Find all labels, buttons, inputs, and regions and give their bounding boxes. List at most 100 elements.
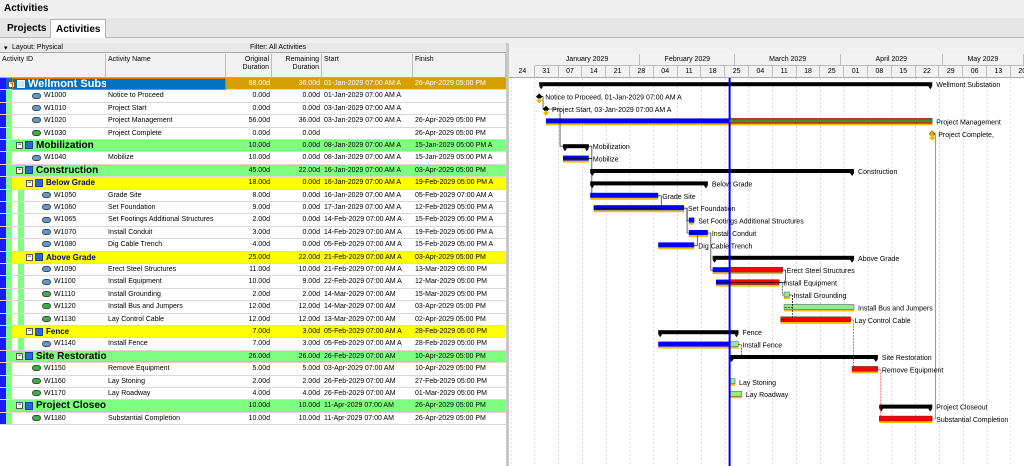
cell-finish[interactable]: 01-Mar-2029 05:00 PM <box>415 390 487 397</box>
cell-name[interactable]: Erect Steel Structures <box>108 266 177 273</box>
cell-rd[interactable]: 0.00d <box>302 216 320 224</box>
layout-label[interactable]: Layout: Physical <box>12 44 63 51</box>
cell-finish[interactable]: 12-Feb-2029 05:00 PM A <box>415 204 494 211</box>
cell-od[interactable]: 8.00d <box>252 191 270 199</box>
col-finish[interactable]: Finish <box>413 54 506 78</box>
cell-rd[interactable]: 36.00d <box>272 78 322 90</box>
cell-start[interactable]: 16-Jan-2029 07:00 AM A <box>324 191 402 199</box>
cell-od[interactable]: 2.00d <box>252 377 270 385</box>
collapse-icon[interactable]: − <box>16 402 23 410</box>
cell-od[interactable]: 7.00d <box>252 328 270 335</box>
cell-id[interactable]: W1040 <box>0 152 106 163</box>
cell-rd[interactable]: 4.00d <box>302 390 320 397</box>
cell-od[interactable]: 2.00d <box>252 290 270 298</box>
pane-splitter[interactable] <box>506 43 509 466</box>
cell-finish[interactable]: 03-Apr-2029 05:00 PM <box>415 303 486 311</box>
cell-od[interactable]: 7.00d <box>252 340 270 348</box>
table-row[interactable]: W1160 Lay Stoning 2.00d 2.00d 26-Feb-2029 07… <box>0 375 506 388</box>
cell-finish[interactable]: 05-Feb-2029 07:00 AM A <box>415 191 493 199</box>
cell-rd[interactable]: 2.00d <box>302 290 320 298</box>
cell-rd[interactable]: 0.00d <box>302 104 320 112</box>
cell-id[interactable]: W1150 <box>0 363 106 374</box>
table-row[interactable]: W1090 Erect Steel Structures 11.00d 10.00d 2… <box>0 264 506 277</box>
col-start[interactable]: Start <box>322 54 413 78</box>
cell-rd[interactable]: 26.00d <box>298 352 320 360</box>
cell-od[interactable]: 4.00d <box>252 390 270 397</box>
table-row[interactable]: W1110 Install Grounding 2.00d 2.00d 14-Mar-2… <box>0 288 506 302</box>
cell-name[interactable]: Mobilize <box>108 154 134 162</box>
cell-finish[interactable]: 10-Apr-2029 05:00 PM <box>415 365 486 373</box>
cell-name[interactable]: Set Footings Additional Structures <box>108 216 214 224</box>
cell-name[interactable] <box>106 78 226 89</box>
cell-start[interactable]: 14-Mar-2029 07:00 AM <box>324 303 396 311</box>
cell-rd[interactable]: 0.00d <box>302 154 320 162</box>
cell-finish[interactable]: 19-Feb-2029 05:00 PM A <box>415 179 494 187</box>
wbs-row[interactable]: − Fence 7.00d 3.00d 05-Feb-2029 07:00 AM A 28… <box>0 326 506 339</box>
cell-name[interactable]: Install Fence <box>108 340 148 348</box>
cell-id[interactable]: − Project Closeout <box>0 400 106 411</box>
cell-finish[interactable]: 15-Jan-2029 05:00 PM A <box>415 142 493 149</box>
cell-id[interactable]: W1100 <box>0 276 106 287</box>
cell-rd[interactable]: 36.00d <box>298 117 320 125</box>
cell-start[interactable]: 05-Feb-2029 07:00 AM A <box>324 340 402 348</box>
cell-id[interactable]: W1140 <box>0 338 106 349</box>
cell-finish[interactable]: 26-Apr-2029 05:00 PM <box>413 78 506 90</box>
cell-od[interactable]: 10.00d <box>248 278 270 286</box>
collapse-icon[interactable]: − <box>16 141 23 149</box>
cell-od[interactable]: 45.00d <box>248 166 270 174</box>
filter-label[interactable]: Filter: All Activities <box>250 44 307 51</box>
cell-od[interactable]: 10.00d <box>248 414 270 422</box>
cell-name[interactable] <box>106 140 226 151</box>
table-row[interactable]: W1170 Lay Roadway 4.00d 4.00d 26-Feb-2029 07… <box>0 388 506 401</box>
cell-name[interactable]: Lay Roadway <box>108 390 151 397</box>
table-row[interactable]: W1070 Install Conduit 3.00d 0.00d 14-Feb-202… <box>0 226 506 240</box>
cell-id[interactable]: W1160 <box>0 376 106 387</box>
cell-start[interactable]: 16-Jan-2029 07:00 AM A <box>324 166 402 174</box>
cell-name[interactable]: Project Start <box>108 104 147 112</box>
cell-start[interactable]: 11-Apr-2029 07:00 AM <box>324 402 394 410</box>
cell-od[interactable]: 25.00d <box>248 253 270 261</box>
col-activity-id[interactable]: Activity ID <box>0 54 106 78</box>
cell-id[interactable]: − Site Restoration <box>0 351 106 362</box>
cell-start[interactable]: 21-Feb-2029 07:00 AM A <box>324 253 402 261</box>
cell-start[interactable]: 16-Jan-2029 07:00 AM A <box>324 179 402 187</box>
collapse-icon[interactable]: − <box>26 253 33 261</box>
cell-name[interactable]: Grade Site <box>108 191 142 199</box>
gantt-canvas[interactable]: Wellmont Substation Notice to Proceed, 01… <box>509 54 1024 466</box>
cell-start[interactable]: 11-Apr-2029 07:00 AM <box>324 414 394 422</box>
cell-name[interactable] <box>106 177 226 188</box>
cell-finish[interactable]: 15-Feb-2029 05:00 PM A <box>415 241 494 249</box>
cell-id[interactable]: W1070 <box>0 227 106 238</box>
cell-start[interactable]: 26-Feb-2029 07:00 AM <box>324 390 396 397</box>
cell-rd[interactable]: 3.00d <box>302 328 320 335</box>
cell-od[interactable]: 3.00d <box>252 228 270 236</box>
cell-start[interactable]: 26-Feb-2029 07:00 AM <box>324 377 396 385</box>
cell-finish[interactable]: 13-Mar-2029 05:00 PM <box>415 266 487 273</box>
cell-od[interactable]: 4.00d <box>252 241 270 249</box>
cell-id[interactable]: − Above Grade <box>0 252 106 263</box>
cell-name[interactable] <box>106 252 226 263</box>
cell-rd[interactable]: 3.00d <box>302 340 320 348</box>
table-row[interactable]: W1050 Grade Site 8.00d 0.00d 16-Jan-2029 07:… <box>0 189 506 202</box>
table-row[interactable]: W1140 Install Fence 7.00d 3.00d 05-Feb-2029 … <box>0 338 506 351</box>
cell-name[interactable]: Install Grounding <box>108 290 161 298</box>
cell-rd[interactable]: 22.00d <box>298 253 320 261</box>
table-row[interactable]: W1080 Dig Cable Trench 4.00d 0.00d 05-Feb-20… <box>0 239 506 252</box>
cell-start[interactable]: 03-Jan-2029 07:00 AM A <box>324 117 402 125</box>
cell-finish[interactable]: 26-Apr-2029 05:00 PM <box>415 402 486 410</box>
wbs-row[interactable]: − Above Grade 25.00d 22.00d 21-Feb-2029 07:0… <box>0 251 506 264</box>
cell-name[interactable]: Project Complete <box>108 129 162 137</box>
cell-rd[interactable]: 0.00d <box>302 191 320 199</box>
wbs-row[interactable]: − Construction 45.00d 22.00d 16-Jan-2029 07:… <box>0 164 506 178</box>
col-original-duration[interactable]: Original Duration <box>226 54 272 78</box>
cell-id[interactable]: W1120 <box>0 301 106 312</box>
cell-start[interactable]: 14-Feb-2029 07:00 AM A <box>324 216 402 224</box>
cell-finish[interactable]: 03-Apr-2029 05:00 PM <box>415 166 486 174</box>
cell-od[interactable]: 0.00d <box>252 129 270 137</box>
col-activity-name[interactable]: Activity Name <box>106 54 226 78</box>
cell-name[interactable] <box>106 400 226 411</box>
cell-od[interactable]: 68.00d <box>226 78 272 90</box>
cell-id[interactable]: W1060 <box>0 202 106 213</box>
cell-start[interactable]: 22-Feb-2029 07:00 AM A <box>324 278 402 286</box>
cell-id[interactable]: − Below Grade <box>0 177 106 188</box>
